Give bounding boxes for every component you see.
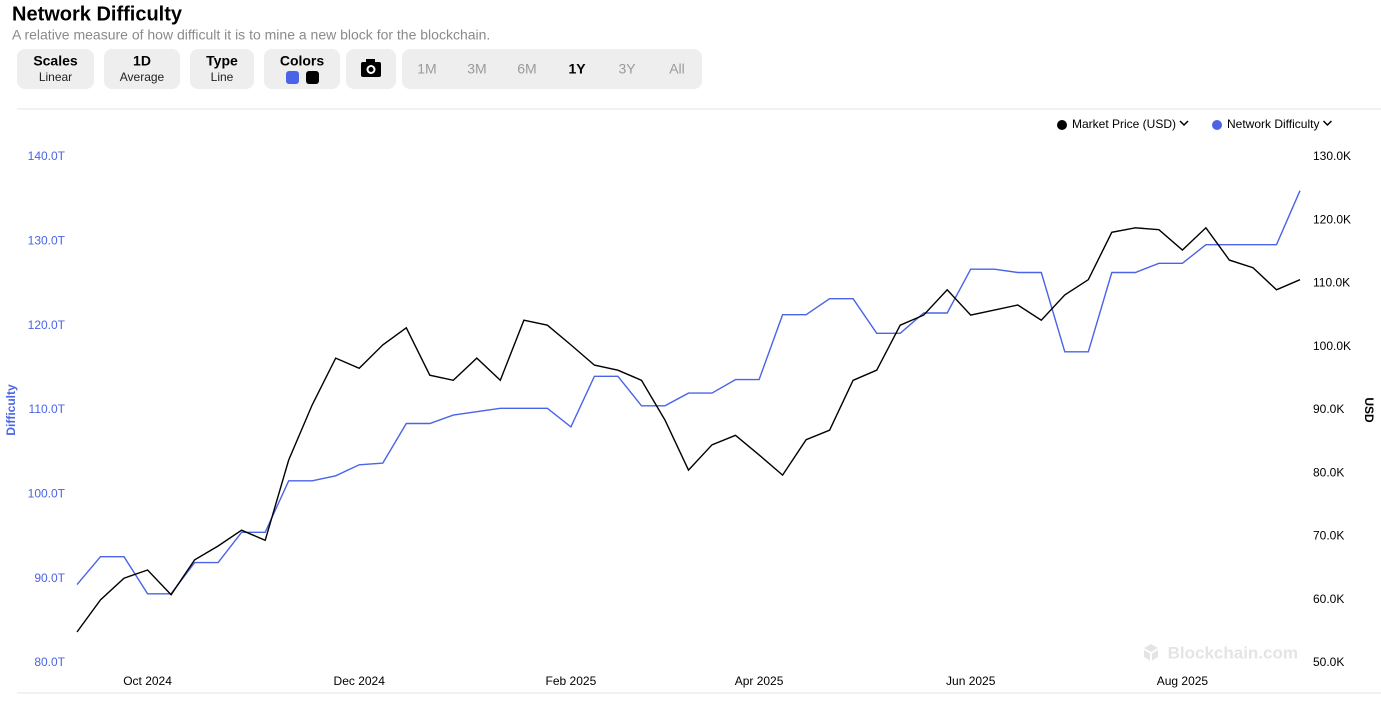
range-button[interactable]: 6M <box>517 61 536 77</box>
y-tick-label: 120.0T <box>28 318 66 332</box>
y2-tick-label: 100.0K <box>1313 339 1351 353</box>
x-tick-label: Jun 2025 <box>946 674 996 688</box>
color-swatch[interactable] <box>286 71 299 84</box>
toolbar-button[interactable] <box>104 49 180 89</box>
button-value: Line <box>211 70 234 84</box>
y-tick-label: 80.0T <box>34 655 65 669</box>
button-value: Linear <box>39 70 72 84</box>
series-line <box>76 190 1301 595</box>
range-button[interactable]: 3M <box>467 61 486 77</box>
y-tick-label: 100.0T <box>28 487 66 501</box>
range-button[interactable]: 1M <box>417 61 436 77</box>
y2-tick-label: 80.0K <box>1313 465 1344 479</box>
legend-chevron <box>1179 120 1189 127</box>
legend-marker <box>1057 120 1067 130</box>
y2-tick-label: 110.0K <box>1313 276 1350 290</box>
camera-icon <box>361 59 381 77</box>
chart-title: Network Difficulty <box>12 3 183 25</box>
y-tick-label: 130.0T <box>28 234 66 248</box>
legend-label[interactable]: Market Price (USD) <box>1072 117 1176 131</box>
series-line <box>76 226 1301 633</box>
toolbar-button[interactable] <box>17 49 94 89</box>
x-tick-label: Aug 2025 <box>1157 674 1209 688</box>
y-tick-label: 140.0T <box>28 149 66 163</box>
button-label: 1D <box>133 53 151 69</box>
toolbar-button[interactable] <box>264 49 340 89</box>
x-tick-label: Oct 2024 <box>123 674 172 688</box>
button-label: Type <box>206 53 238 69</box>
legend-chevron <box>1322 120 1333 127</box>
range-button[interactable]: 1Y <box>568 61 586 77</box>
y2-tick-label: 70.0K <box>1313 529 1344 543</box>
watermark: Blockchain.com <box>1168 643 1298 662</box>
x-tick-label: Feb 2025 <box>546 674 597 688</box>
button-label: Colors <box>280 53 325 69</box>
legend-marker <box>1212 120 1222 130</box>
y-tick-label: 110.0T <box>29 402 66 416</box>
legend-label[interactable]: Network Difficulty <box>1227 117 1319 131</box>
x-tick-label: Dec 2024 <box>334 674 386 688</box>
button-value: Average <box>120 70 165 84</box>
y2-tick-label: 120.0K <box>1313 212 1351 226</box>
watermark-logo <box>1144 644 1158 661</box>
x-tick-label: Apr 2025 <box>735 674 784 688</box>
y-tick-label: 90.0T <box>34 571 65 585</box>
y2-tick-label: 50.0K <box>1313 655 1344 669</box>
y2-tick-label: 130.0K <box>1313 149 1351 163</box>
button-label: Scales <box>33 53 78 69</box>
range-group <box>402 49 702 89</box>
y2-tick-label: 90.0K <box>1313 402 1344 416</box>
chart-subtitle: A relative measure of how difficult it i… <box>12 27 490 43</box>
toolbar-button[interactable] <box>190 49 254 89</box>
range-button[interactable]: All <box>669 61 685 77</box>
y2-axis-title: USD <box>1362 397 1376 423</box>
range-button[interactable]: 3Y <box>618 61 636 77</box>
y2-tick-label: 60.0K <box>1313 592 1344 606</box>
y-axis-title: Difficulty <box>4 384 18 436</box>
color-swatch[interactable] <box>306 71 319 84</box>
